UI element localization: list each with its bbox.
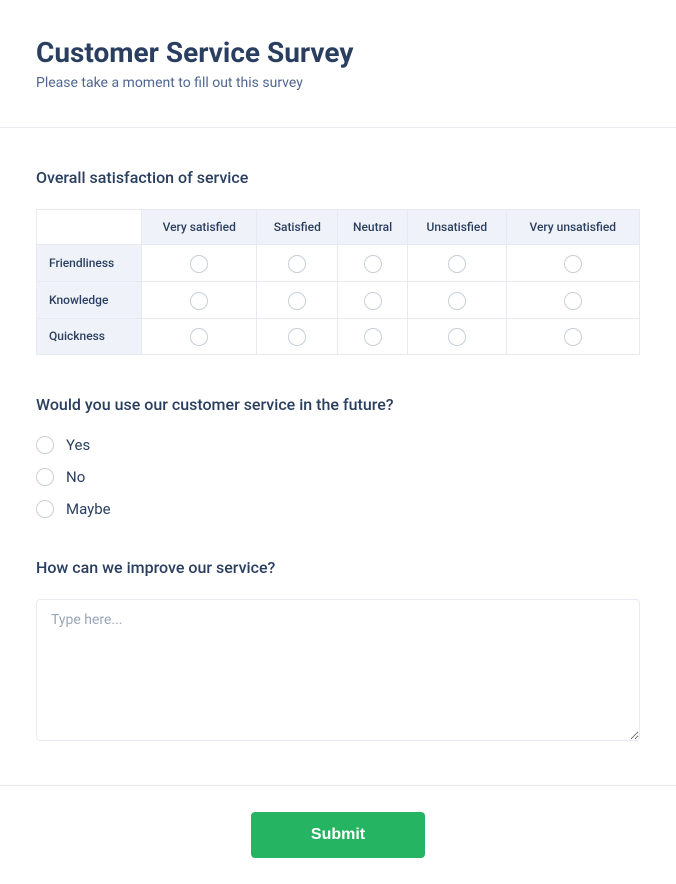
matrix-radio[interactable] xyxy=(190,328,208,346)
matrix-row: Friendliness xyxy=(37,245,640,282)
matrix-radio[interactable] xyxy=(364,292,382,310)
feedback-textarea[interactable] xyxy=(36,599,640,741)
radio-icon xyxy=(36,468,54,486)
radio-label: Yes xyxy=(66,436,90,454)
satisfaction-title: Overall satisfaction of service xyxy=(36,168,640,187)
matrix-row: Knowledge xyxy=(37,281,640,318)
matrix-row-header: Quickness xyxy=(37,318,142,355)
radio-option-no[interactable]: No xyxy=(36,468,640,486)
matrix-corner xyxy=(37,210,142,245)
submit-button[interactable]: Submit xyxy=(251,812,425,858)
satisfaction-section: Overall satisfaction of service Very sat… xyxy=(36,168,640,355)
matrix-row-header: Knowledge xyxy=(37,281,142,318)
page-subtitle: Please take a moment to fill out this su… xyxy=(36,75,640,91)
matrix-col-header: Neutral xyxy=(338,210,408,245)
radio-option-maybe[interactable]: Maybe xyxy=(36,500,640,518)
page-title: Customer Service Survey xyxy=(36,36,640,69)
matrix-radio[interactable] xyxy=(190,255,208,273)
matrix-radio[interactable] xyxy=(448,328,466,346)
matrix-col-header: Unsatisfied xyxy=(407,210,506,245)
matrix-row-header: Friendliness xyxy=(37,245,142,282)
matrix-radio[interactable] xyxy=(364,255,382,273)
matrix-col-header: Very unsatisfied xyxy=(506,210,639,245)
radio-label: No xyxy=(66,468,85,486)
matrix-radio[interactable] xyxy=(564,292,582,310)
matrix-radio[interactable] xyxy=(288,255,306,273)
radio-icon xyxy=(36,436,54,454)
matrix-radio[interactable] xyxy=(564,255,582,273)
matrix-col-header: Very satisfied xyxy=(142,210,257,245)
matrix-radio[interactable] xyxy=(448,255,466,273)
matrix-radio[interactable] xyxy=(364,328,382,346)
matrix-radio[interactable] xyxy=(448,292,466,310)
matrix-col-header: Satisfied xyxy=(257,210,338,245)
matrix-row: Quickness xyxy=(37,318,640,355)
satisfaction-matrix: Very satisfied Satisfied Neutral Unsatis… xyxy=(36,209,640,355)
future-use-radio-group: Yes No Maybe xyxy=(36,436,640,518)
divider xyxy=(0,127,676,128)
matrix-radio[interactable] xyxy=(288,292,306,310)
radio-label: Maybe xyxy=(66,500,111,518)
matrix-radio[interactable] xyxy=(190,292,208,310)
future-use-section: Would you use our customer service in th… xyxy=(36,395,640,518)
radio-icon xyxy=(36,500,54,518)
radio-option-yes[interactable]: Yes xyxy=(36,436,640,454)
feedback-section: How can we improve our service? xyxy=(36,558,640,745)
matrix-radio[interactable] xyxy=(288,328,306,346)
footer: Submit xyxy=(0,785,676,884)
feedback-title: How can we improve our service? xyxy=(36,558,640,577)
future-use-title: Would you use our customer service in th… xyxy=(36,395,640,414)
matrix-radio[interactable] xyxy=(564,328,582,346)
